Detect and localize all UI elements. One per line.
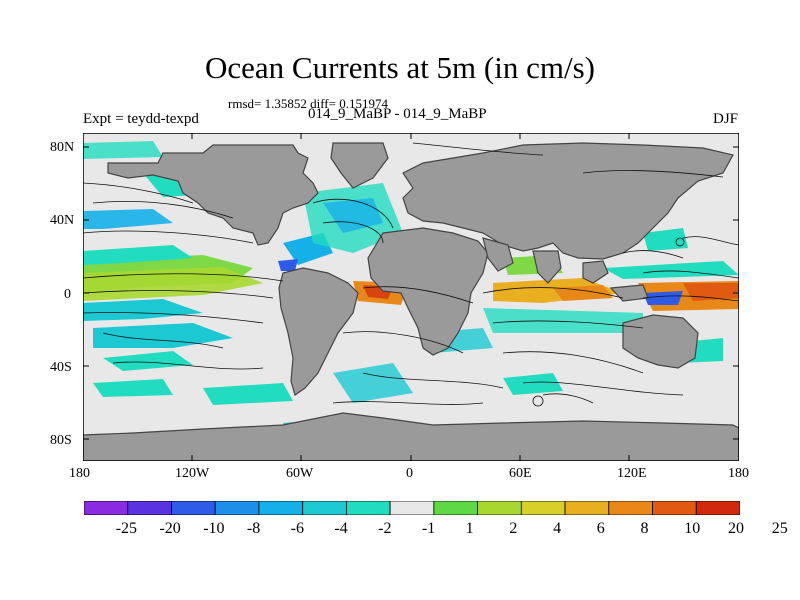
- colorbar-box: [171, 501, 216, 515]
- colorbar-box: [695, 501, 740, 515]
- lon-tick-0: 0: [406, 466, 413, 481]
- colorbar-box: [258, 501, 304, 515]
- lon-tick-120e: 120E: [617, 466, 647, 481]
- season-label: DJF: [713, 111, 739, 127]
- land-masses: [83, 142, 739, 461]
- lon-tick-120w: 120W: [175, 466, 210, 481]
- colorbar-box: [433, 501, 478, 515]
- lat-tick-80n: 80N: [50, 140, 75, 155]
- stats-line: rmsd= 1.35852 diff= 0.151974: [228, 96, 388, 111]
- lat-tick-80s: 80S: [50, 433, 72, 448]
- colorbar-box: [345, 501, 391, 515]
- colorbar-label: -20: [159, 520, 181, 537]
- colorbar: [84, 501, 740, 515]
- colorbar-box: [652, 501, 697, 515]
- colorbar-box: [214, 501, 260, 515]
- lat-tick-40s: 40S: [50, 360, 72, 375]
- colorbar-box: [302, 501, 347, 515]
- experiment-label: Expt = teydd-texpd: [83, 111, 199, 127]
- colorbar-label: 10: [684, 520, 701, 537]
- lon-tick-60e: 60E: [509, 466, 532, 481]
- colorbar-box: [389, 501, 435, 515]
- colorbar-label: -6: [290, 520, 304, 537]
- colorbar-box: [127, 501, 172, 515]
- colorbar-box: [564, 501, 610, 515]
- colorbar-box: [608, 501, 653, 515]
- comparison-label: 014_9_MaBP - 014_9_MaBP: [308, 106, 487, 122]
- colorbar-label: -25: [115, 520, 138, 537]
- colorbar-label: -10: [203, 520, 225, 537]
- colorbar-box: [477, 501, 522, 515]
- lon-tick-60w: 60W: [286, 466, 314, 481]
- colorbar-label: 2: [509, 520, 518, 537]
- ocean-current-map: [83, 133, 739, 461]
- shaded-anomalies: [83, 141, 739, 435]
- colorbar-label: -1: [421, 520, 436, 537]
- colorbar-label: -4: [334, 520, 348, 537]
- lat-tick-0: 0: [64, 287, 71, 302]
- lat-tick-40n: 40N: [50, 213, 75, 228]
- lon-tick-180w: 180: [69, 466, 90, 481]
- current-streamlines: [83, 142, 739, 407]
- colorbar-label: 8: [640, 520, 649, 537]
- colorbar-box: [520, 501, 566, 515]
- lon-tick-180e: 180: [728, 466, 749, 481]
- colorbar-label: 25: [771, 520, 788, 537]
- colorbar-label: 6: [596, 520, 605, 537]
- colorbar-label: 1: [465, 520, 474, 537]
- axis-ticks: [83, 133, 739, 461]
- plot-title: Ocean Currents at 5m (in cm/s): [205, 50, 595, 85]
- colorbar-label: 20: [728, 520, 744, 537]
- colorbar-box: [84, 501, 129, 515]
- colorbar-label: -8: [246, 520, 261, 537]
- colorbar-label: -2: [378, 520, 392, 537]
- colorbar-label: 4: [553, 520, 562, 537]
